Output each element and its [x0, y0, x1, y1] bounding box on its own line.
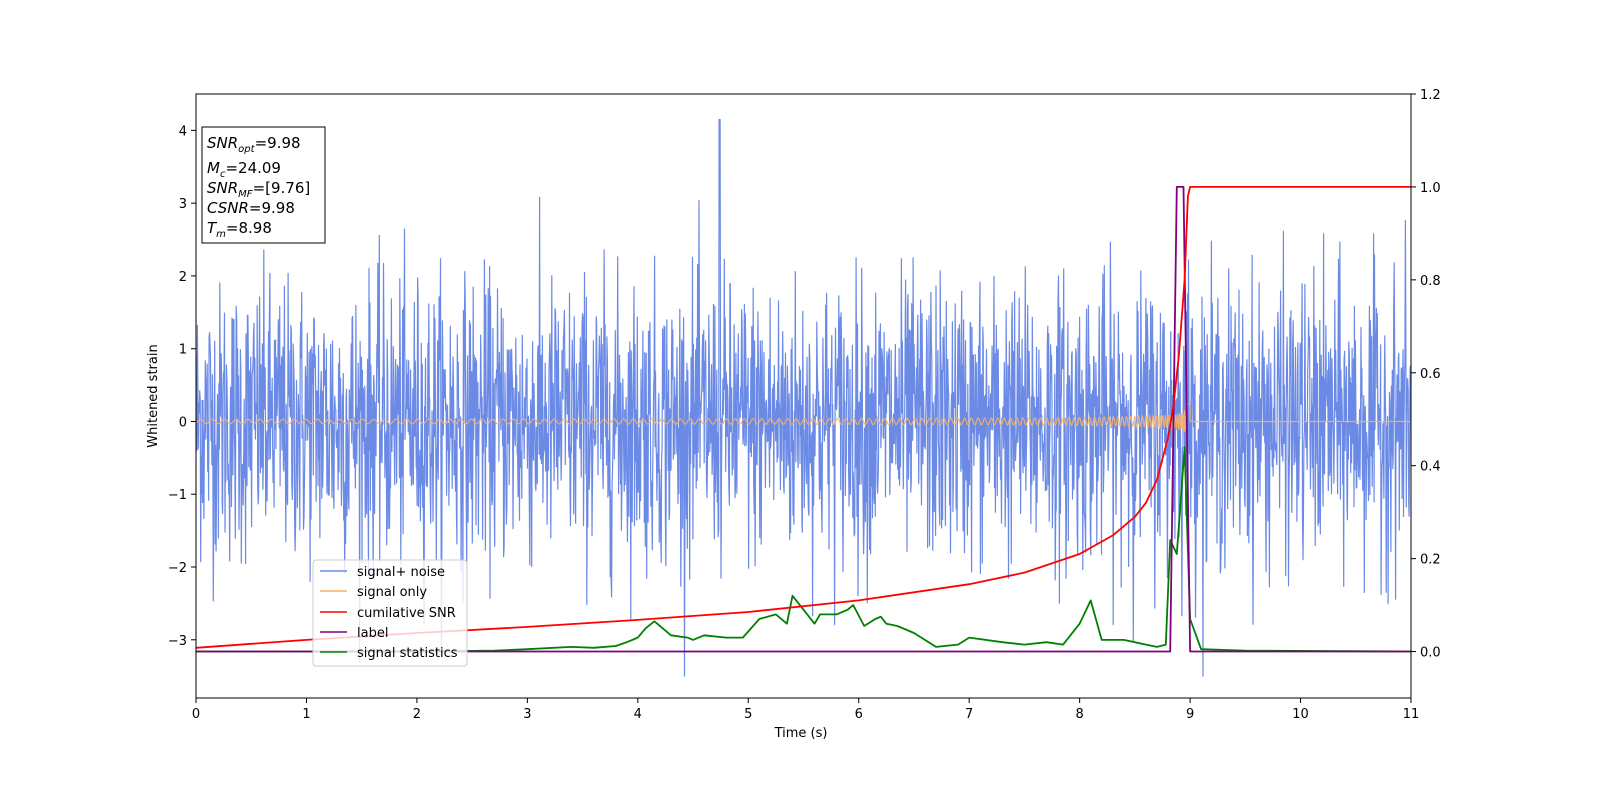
right-axis-series [196, 186, 1411, 653]
info-box: SNRopt=9.98 Mc=24.09 SNRMF=[9.76] CSNR=9… [201, 126, 326, 244]
x-tick-label: 3 [523, 707, 531, 722]
y-left-tick-label: −1 [168, 488, 187, 503]
plot-frame [195, 93, 1412, 699]
labelline [196, 186, 1411, 653]
y-left-tick-label: 1 [179, 343, 187, 358]
y-left-tick-label: 0 [179, 415, 187, 430]
x-tick-label: 1 [302, 707, 310, 722]
x-tick-label: 10 [1292, 707, 1309, 722]
y-axis-left: −3 −2 −1 0 1 2 3 4 [168, 124, 196, 649]
x-axis-label: Time (s) [774, 726, 828, 741]
y-left-tick-label: 4 [179, 124, 187, 139]
y-right-tick-label: 0.2 [1420, 553, 1441, 568]
y-left-tick-label: 3 [179, 197, 187, 212]
x-tick-label: 7 [965, 707, 973, 722]
signal-only-series [196, 403, 1411, 432]
legend-label-signal-only: signal only [357, 585, 427, 600]
signal-noise-series [196, 118, 1411, 677]
y-right-tick-label: 1.0 [1420, 181, 1441, 196]
info-snr-mf: SNRMF=[9.76] [207, 179, 310, 200]
legend-label-cumulative-snr: cumilative SNR [357, 606, 456, 621]
y-axis-right: 0.0 0.2 0.4 0.6 0.8 1.0 1.2 [1411, 88, 1441, 661]
x-axis: 0 1 2 3 4 5 6 7 8 9 10 11 [192, 698, 1419, 722]
signal-only-line [196, 403, 1411, 432]
x-tick-label: 11 [1403, 707, 1420, 722]
y-axis-label: Whitened strain [146, 344, 161, 447]
legend-label-signal-statistics: signal statistics [357, 646, 458, 661]
info-tm: Tm=8.98 [207, 219, 272, 240]
x-tick-label: 8 [1075, 707, 1083, 722]
legend-label-signal-noise: signal+ noise [357, 565, 445, 580]
y-right-tick-label: 0.6 [1420, 367, 1441, 382]
signal-noise-line [196, 118, 1411, 677]
signal-statisticsline [196, 446, 1411, 653]
x-tick-label: 6 [855, 707, 863, 722]
x-tick-label: 9 [1186, 707, 1194, 722]
info-snr-opt: SNRopt=9.98 [207, 134, 301, 155]
cumilative-snrline [196, 186, 1411, 649]
y-left-tick-label: −2 [168, 561, 187, 576]
y-right-tick-label: 1.2 [1420, 88, 1441, 103]
y-left-tick-label: 2 [179, 270, 187, 285]
legend-label-label: label [357, 626, 388, 641]
legend: signal+ noise signal only cumilative SNR… [312, 559, 468, 667]
x-tick-label: 0 [192, 707, 200, 722]
x-tick-label: 4 [634, 707, 642, 722]
info-csnr: CSNR=9.98 [207, 199, 295, 217]
y-right-tick-label: 0.8 [1420, 274, 1441, 289]
info-mc: Mc=24.09 [207, 159, 281, 180]
x-tick-label: 2 [413, 707, 421, 722]
y-left-tick-label: −3 [168, 634, 187, 649]
y-right-tick-label: 0.4 [1420, 460, 1441, 475]
x-tick-label: 5 [744, 707, 752, 722]
y-right-tick-label: 0.0 [1420, 646, 1441, 661]
